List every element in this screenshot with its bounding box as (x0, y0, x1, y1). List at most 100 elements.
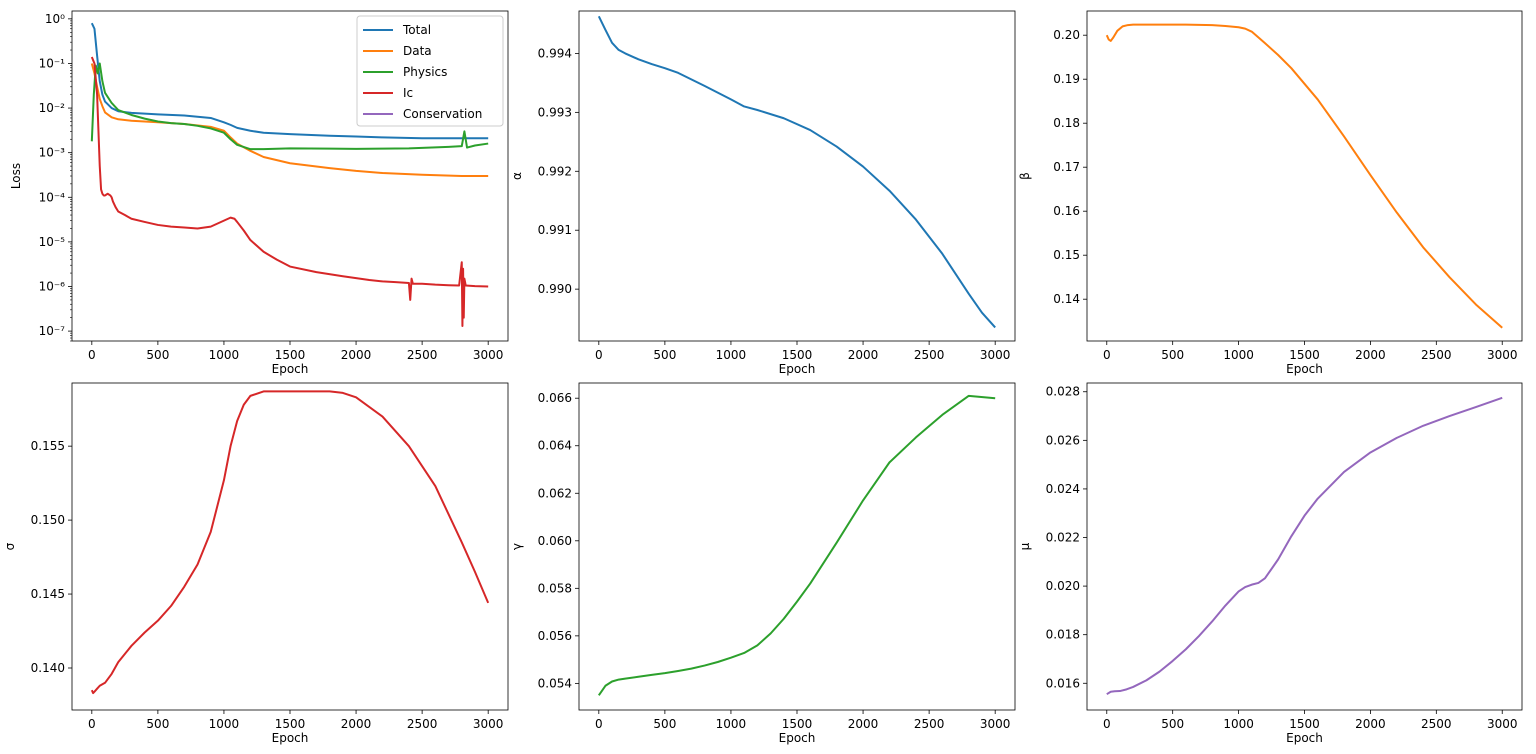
y-tick-label: 0.17 (1053, 160, 1080, 174)
y-tick-label: 0.058 (538, 581, 572, 595)
series-line-α (597, 15, 996, 329)
y-tick-label: 0.14 (1053, 292, 1080, 306)
axes-frame (578, 382, 1016, 711)
x-tick-label: 0 (595, 717, 603, 731)
subplot-mu: 0 500 1000 1500 2000 2500 3000 0.016 0.018 0.020 0… (1018, 382, 1523, 745)
y-tick-label: 0.020 (1046, 579, 1080, 593)
subplot-alpha: 0 500 1000 1500 2000 2500 3000 0.990 0.991 0.992 0… (510, 10, 1016, 376)
y-axis-label: α (510, 172, 524, 180)
x-tick-label: 0 (88, 717, 96, 731)
x-tick-label: 2500 (407, 348, 438, 362)
series-line-physics (90, 62, 489, 151)
y-tick-label: 10⁻⁷ (39, 324, 66, 338)
y-tick-label: 10⁻¹ (39, 56, 66, 70)
y-tick-label: 0.022 (1046, 531, 1080, 545)
x-tick-label: 500 (653, 348, 676, 362)
y-tick-label: 0.15 (1053, 248, 1080, 262)
plot-area (90, 22, 489, 328)
x-tick-label: 1000 (209, 348, 240, 362)
y-tick-label: 0.145 (31, 587, 65, 601)
x-tick-label: 1000 (209, 717, 240, 731)
legend: Total Data Physics Ic Conservation (356, 15, 504, 127)
y-tick-label: 10⁰ (45, 12, 65, 26)
y-tick-label: 0.054 (538, 676, 572, 690)
x-tick-label: 0 (1103, 717, 1111, 731)
axes-frame (71, 382, 509, 711)
x-tick-label: 0 (595, 348, 603, 362)
y-tick-label: 0.062 (538, 486, 572, 500)
y-axis-label: β (1018, 172, 1032, 180)
y-tick-label: 0.19 (1053, 72, 1080, 86)
x-tick-label: 2500 (914, 717, 945, 731)
x-tick-label: 2000 (848, 348, 879, 362)
x-tick-label: 3000 (980, 348, 1011, 362)
y-tick-label: 10⁻³ (39, 146, 66, 160)
plot-area (90, 390, 490, 695)
x-tick-label: 2500 (1421, 348, 1452, 362)
x-axis-label: Epoch (1286, 362, 1323, 376)
plot-area (597, 394, 996, 696)
series-line-β (1105, 23, 1503, 329)
x-tick-label: 2000 (341, 348, 372, 362)
x-tick-label: 0 (1103, 348, 1111, 362)
y-tick-label: 0.066 (538, 391, 572, 405)
x-tick-label: 2000 (1355, 717, 1386, 731)
x-tick-label: 2000 (848, 717, 879, 731)
x-tick-label: 500 (653, 717, 676, 731)
x-axis-label: Epoch (779, 731, 816, 745)
y-tick-label: 0.991 (538, 223, 572, 237)
subplot-loss: 0 500 1000 1500 2000 2500 3000 10⁻⁷ 10⁻⁶ 10⁻⁵ 10⁻⁴… (9, 10, 509, 376)
series-line-μ (1106, 396, 1503, 696)
x-axis-label: Epoch (779, 362, 816, 376)
y-tick-label: 0.056 (538, 629, 572, 643)
legend-label-conservation: Conservation (403, 107, 482, 121)
x-tick-label: 2500 (914, 348, 945, 362)
x-tick-label: 3000 (1487, 348, 1518, 362)
axes-frame (578, 10, 1016, 342)
legend-label-data: Data (403, 44, 432, 58)
y-tick-label: 0.060 (538, 534, 572, 548)
x-tick-label: 3000 (473, 348, 504, 362)
x-axis-label: Epoch (1286, 731, 1323, 745)
subplot-beta: 0 500 1000 1500 2000 2500 3000 0.14 0.15 0.16 0.17… (1018, 10, 1523, 376)
y-tick-label: 0.026 (1046, 433, 1080, 447)
subplot-sigma: 0 500 1000 1500 2000 2500 3000 0.140 0.145 0.150 0… (3, 382, 509, 745)
x-tick-label: 1500 (782, 348, 813, 362)
x-tick-label: 3000 (473, 717, 504, 731)
legend-box (356, 15, 504, 127)
y-tick-label: 0.016 (1046, 676, 1080, 690)
y-tick-label: 0.994 (538, 46, 572, 60)
axes-frame (71, 10, 509, 342)
y-axis-label: σ (3, 542, 17, 550)
x-tick-label: 1500 (1289, 717, 1320, 731)
plot-area (1105, 23, 1503, 329)
axes-frame (1086, 10, 1523, 342)
y-tick-label: 0.018 (1046, 628, 1080, 642)
y-tick-label: 0.18 (1053, 116, 1080, 130)
y-axis-label: γ (510, 543, 524, 550)
x-tick-label: 1500 (1289, 348, 1320, 362)
y-tick-label: 10⁻⁵ (39, 235, 66, 249)
y-tick-label: 0.150 (31, 513, 65, 527)
x-tick-label: 2500 (407, 717, 438, 731)
x-tick-label: 500 (146, 717, 169, 731)
x-tick-label: 1500 (275, 717, 306, 731)
y-tick-label: 10⁻⁴ (39, 190, 66, 204)
x-tick-label: 1000 (1223, 348, 1254, 362)
x-axis-label: Epoch (272, 362, 309, 376)
legend-label-total: Total (402, 23, 431, 37)
legend-label-physics: Physics (403, 65, 447, 79)
x-tick-label: 1000 (716, 348, 747, 362)
plot-area (597, 15, 996, 329)
x-tick-label: 1000 (716, 717, 747, 731)
y-tick-label: 0.992 (538, 164, 572, 178)
x-tick-label: 0 (88, 348, 96, 362)
series-line-γ (597, 394, 996, 696)
y-tick-label: 0.064 (538, 439, 572, 453)
plot-area (1106, 396, 1503, 696)
y-tick-label: 0.990 (538, 282, 572, 296)
x-tick-label: 1000 (1223, 717, 1254, 731)
subplot-gamma: 0 500 1000 1500 2000 2500 3000 0.054 0.056 0.058 0… (510, 382, 1016, 745)
